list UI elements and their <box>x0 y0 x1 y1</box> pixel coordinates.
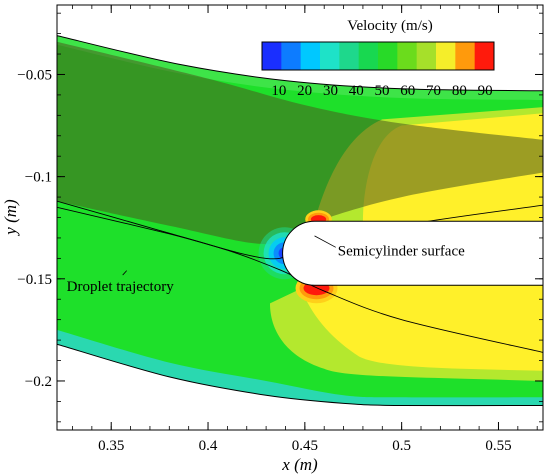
x-axis: 0.35 0.4 0.45 0.5 0.55 <box>72 5 538 454</box>
legend-color-swatch <box>436 42 456 70</box>
annotation-leader-line <box>122 270 128 276</box>
legend-tick-label: 20 <box>297 83 312 99</box>
legend-tick-label: 30 <box>323 83 338 99</box>
droplet-trajectory-line <box>57 200 543 353</box>
legend-colorbar <box>252 36 524 74</box>
legend-tick-labels: 10 20 30 40 50 60 70 80 90 <box>271 83 492 99</box>
legend-color-swatch <box>397 42 418 70</box>
x-axis-label: x (m) <box>281 455 318 474</box>
y-tick-label: −0.2 <box>25 374 52 390</box>
legend-tick-label: 70 <box>426 83 441 99</box>
y-tick-label: −0.1 <box>25 170 52 186</box>
semicylinder-body <box>282 220 543 286</box>
x-tick-label: 0.5 <box>392 438 411 454</box>
y-tick-label: −0.15 <box>17 272 52 288</box>
x-tick-label: 0.55 <box>485 438 511 454</box>
legend-tick-label: 90 <box>478 83 493 99</box>
annotation-leader-line <box>314 235 336 248</box>
y-axis: −0.05 −0.1 −0.15 −0.2 <box>17 12 543 423</box>
legend-tick-label: 50 <box>375 83 390 99</box>
annotation-label: Droplet trajectory <box>67 279 175 295</box>
legend-color-swatch <box>474 42 495 70</box>
legend-color-swatch <box>320 42 340 70</box>
legend-tick-label: 60 <box>400 83 415 99</box>
legend-color-swatch <box>262 42 282 70</box>
x-tick-label: 0.45 <box>292 438 318 454</box>
legend-title: Velocity (m/s) <box>347 18 432 34</box>
annotation-label: Semicylinder surface <box>338 243 465 259</box>
legend-tick-label: 40 <box>349 83 364 99</box>
legend-color-swatch <box>281 42 302 70</box>
legend-colorbar-frame <box>261 41 495 71</box>
legend-color-swatch <box>358 42 379 70</box>
legend-color-swatch <box>416 42 437 70</box>
droplet-bundle-shade <box>57 41 543 245</box>
legend-color-swatch <box>378 42 398 70</box>
legend-color-swatch <box>300 42 321 70</box>
annotations: Semicylinder surface Droplet trajectory <box>67 235 465 295</box>
legend-color-swatch <box>339 42 360 70</box>
velocity-legend: Velocity (m/s) 10 20 30 40 50 60 70 80 90 <box>252 18 524 99</box>
legend-tick-label: 10 <box>271 83 286 99</box>
legend-tick-label: 80 <box>452 83 467 99</box>
bottom-boundary-layer <box>57 329 543 406</box>
y-tick-label: −0.05 <box>17 67 52 83</box>
x-tick-label: 0.4 <box>199 438 218 454</box>
y-axis-label: y (m) <box>1 199 20 237</box>
flow-domain-outline <box>57 35 543 407</box>
x-tick-label: 0.35 <box>98 438 124 454</box>
legend-color-swatch <box>455 42 476 70</box>
contour-plot-area <box>57 5 543 430</box>
